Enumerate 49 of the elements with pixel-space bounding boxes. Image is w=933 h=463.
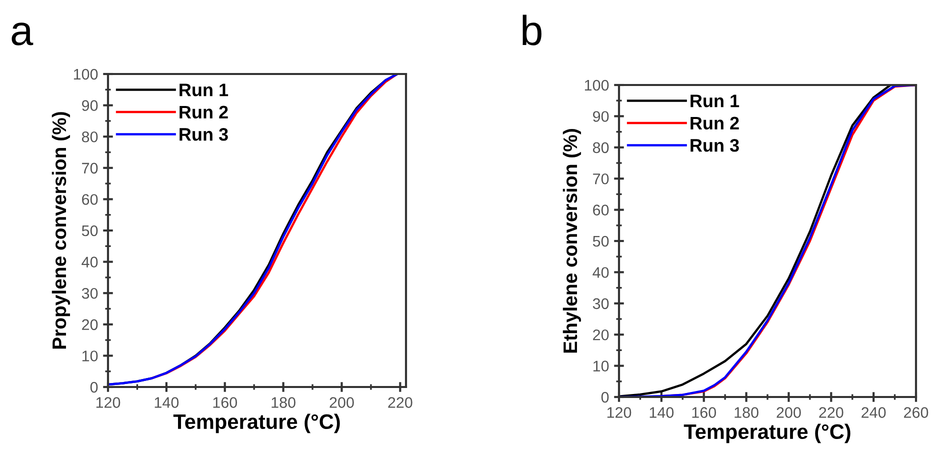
y-tick-label: 70 — [82, 162, 98, 174]
y-axis-title: Propylene conversion (%) — [52, 112, 70, 349]
y-tick-label: 60 — [82, 194, 98, 205]
y-tick-label: 100 — [584, 80, 609, 91]
x-tick-label: 120 — [607, 407, 632, 418]
y-tick-label: 30 — [82, 288, 98, 299]
y-tick-label: 70 — [593, 173, 609, 184]
y-tick-label: 100 — [74, 68, 98, 80]
y-tick-label: 90 — [593, 111, 609, 122]
x-tick-label: 220 — [388, 397, 412, 408]
text: a — [12, 22, 34, 46]
y-tick-label: 80 — [592, 142, 609, 154]
y-tick-label: 20 — [593, 329, 609, 340]
text: b — [522, 14, 542, 46]
y-tick-label: 90 — [82, 100, 98, 111]
y-tick-label: 0 — [90, 382, 98, 393]
legend-label: Run 2 — [690, 116, 739, 130]
x-axis-title: Temperature (°C) — [684, 424, 850, 444]
y-tick-label: 80 — [82, 131, 98, 142]
x-tick-label: 200 — [776, 407, 801, 418]
y-tick-label: 50 — [592, 236, 609, 247]
legend-label: Run 3 — [180, 128, 228, 141]
x-tick-label: 180 — [734, 407, 758, 418]
x-tick-label: 160 — [213, 397, 238, 408]
y-tick-label: 50 — [82, 225, 98, 236]
x-tick-label: 240 — [862, 407, 886, 418]
x-tick-label: 220 — [819, 407, 844, 418]
x-tick-label: 120 — [96, 397, 120, 408]
y-tick-label: 20 — [82, 319, 98, 330]
x-tick-label: 140 — [154, 397, 179, 408]
x-tick-label: 200 — [330, 397, 354, 408]
x-tick-label: 180 — [272, 397, 296, 408]
y-axis-title: Ethylene conversion (%) — [562, 129, 582, 353]
y-tick-label: 0 — [601, 392, 609, 403]
y-tick-label: 10 — [593, 360, 609, 372]
x-tick-label: 260 — [904, 407, 928, 418]
y-tick-label: 10 — [82, 350, 98, 362]
legend-label: Run 1 — [180, 84, 228, 96]
y-tick-label: 60 — [593, 204, 609, 216]
y-tick-label: 40 — [82, 256, 98, 268]
x-tick-label: 160 — [692, 407, 716, 418]
y-tick-label: 40 — [592, 267, 609, 278]
x-axis-title: Temperature (°C) — [173, 414, 340, 434]
x-tick-label: 140 — [650, 407, 674, 418]
line-series — [108, 74, 398, 386]
legend-label: Run 1 — [690, 94, 740, 108]
legend-label: Run 3 — [690, 139, 739, 152]
legend-label: Run 2 — [180, 106, 228, 119]
y-tick-label: 30 — [592, 298, 609, 310]
